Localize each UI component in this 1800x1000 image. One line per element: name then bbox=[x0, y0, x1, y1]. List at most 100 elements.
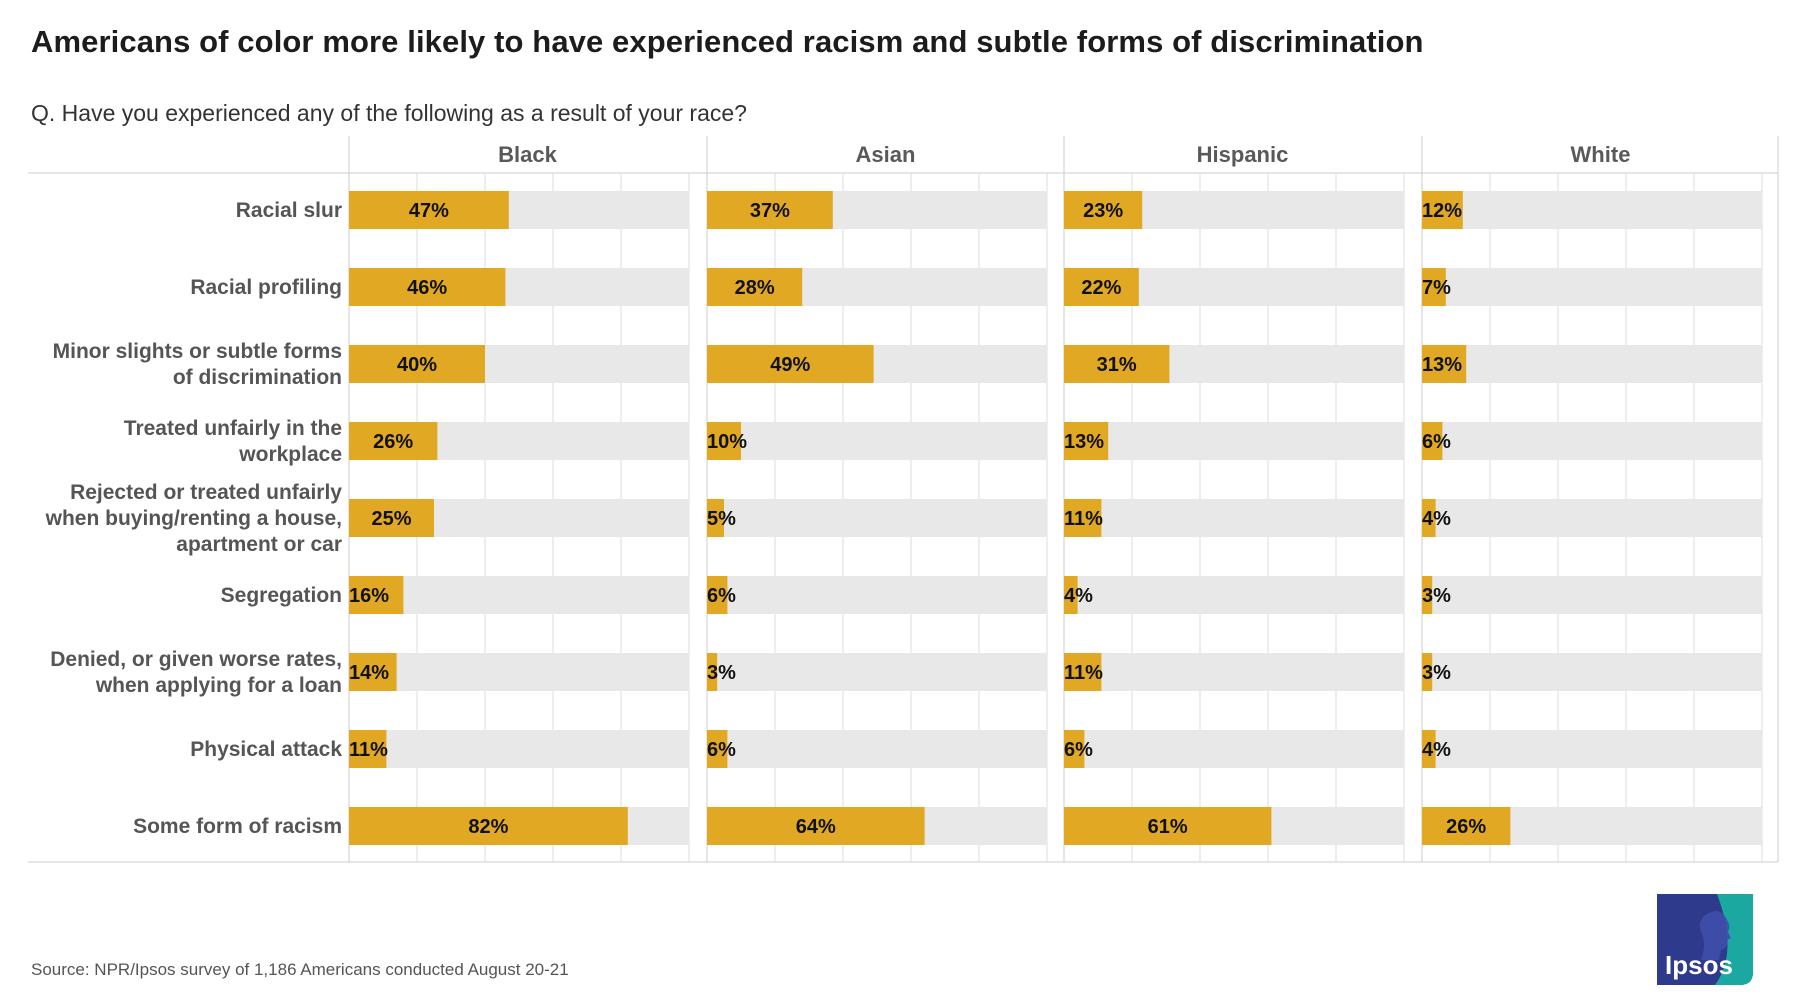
bar-hispanic bbox=[1064, 653, 1102, 691]
data-label: 26% bbox=[1446, 816, 1486, 838]
data-label: 4% bbox=[1064, 585, 1093, 607]
data-label: 13% bbox=[1064, 431, 1104, 453]
bar-black bbox=[349, 345, 485, 383]
bar-white bbox=[1422, 345, 1467, 383]
source-note: Source: NPR/Ipsos survey of 1,186 Americ… bbox=[31, 960, 569, 979]
row-label: apartment or car bbox=[176, 533, 342, 556]
bar-white bbox=[1422, 576, 1433, 614]
row-label: Minor slights or subtle forms bbox=[53, 340, 342, 363]
bar-black bbox=[349, 268, 506, 306]
row-label: Rejected or treated unfairly bbox=[70, 481, 342, 504]
bar-asian bbox=[707, 268, 803, 306]
bar-hispanic bbox=[1064, 499, 1102, 537]
data-label: 14% bbox=[349, 662, 389, 684]
data-label: 11% bbox=[1064, 508, 1103, 530]
row-label: of discrimination bbox=[173, 366, 342, 389]
bar-hispanic bbox=[1064, 345, 1170, 383]
bar-white bbox=[1422, 191, 1463, 229]
data-label: 26% bbox=[373, 431, 413, 453]
data-label: 82% bbox=[468, 816, 508, 838]
row-label: Treated unfairly in the bbox=[124, 417, 342, 440]
row-label: when applying for a loan bbox=[95, 674, 342, 697]
bar-asian bbox=[707, 730, 728, 768]
data-label: 3% bbox=[1422, 585, 1451, 607]
bar-black bbox=[349, 499, 434, 537]
data-label: 49% bbox=[770, 354, 810, 376]
bar-track bbox=[1422, 499, 1762, 537]
bar-asian bbox=[707, 653, 718, 691]
data-label: 13% bbox=[1422, 354, 1462, 376]
panel-header-white: White bbox=[1571, 142, 1631, 167]
bar-black bbox=[349, 422, 438, 460]
bar-black bbox=[349, 807, 628, 845]
bar-asian bbox=[707, 499, 724, 537]
bar-hispanic bbox=[1064, 268, 1139, 306]
data-label: 12% bbox=[1422, 200, 1462, 222]
data-label: 11% bbox=[349, 739, 388, 761]
data-label: 28% bbox=[735, 277, 775, 299]
data-label: 5% bbox=[707, 508, 736, 530]
bar-track bbox=[349, 730, 689, 768]
bar-asian bbox=[707, 576, 728, 614]
data-label: 4% bbox=[1422, 508, 1451, 530]
bar-track bbox=[1422, 268, 1762, 306]
bar-track bbox=[707, 730, 1047, 768]
bar-black bbox=[349, 191, 509, 229]
row-label: Some form of racism bbox=[133, 815, 342, 838]
row-label: Denied, or given worse rates, bbox=[50, 648, 342, 671]
row-label: Physical attack bbox=[190, 738, 342, 761]
bar-track bbox=[1064, 576, 1404, 614]
data-label: 22% bbox=[1081, 277, 1121, 299]
data-label: 16% bbox=[349, 585, 389, 607]
data-label: 47% bbox=[409, 200, 449, 222]
chart-area: Black 47% 46% 40% 26% 25% 16% 14% 11% 82% Asian 37%… bbox=[28, 136, 1779, 863]
bar-white bbox=[1422, 268, 1446, 306]
bar-track bbox=[1422, 345, 1762, 383]
bar-hispanic bbox=[1064, 807, 1272, 845]
bar-track bbox=[1064, 653, 1404, 691]
data-label: 4% bbox=[1422, 739, 1451, 761]
logo-wordmark: Ipsos bbox=[1665, 950, 1733, 980]
data-label: 37% bbox=[750, 200, 790, 222]
panel-header-black: Black bbox=[498, 142, 557, 167]
panel-header-asian: Asian bbox=[856, 142, 916, 167]
row-label: workplace bbox=[238, 443, 342, 466]
data-label: 25% bbox=[371, 508, 411, 530]
bar-asian bbox=[707, 191, 833, 229]
bar-asian bbox=[707, 807, 925, 845]
bar-track bbox=[1422, 422, 1762, 460]
bar-black bbox=[349, 730, 387, 768]
data-label: 31% bbox=[1097, 354, 1137, 376]
bar-track bbox=[1064, 730, 1404, 768]
panel-header-hispanic: Hispanic bbox=[1197, 142, 1289, 167]
chart-title: Americans of color more likely to have e… bbox=[31, 24, 1424, 59]
data-label: 7% bbox=[1422, 277, 1451, 299]
bar-black bbox=[349, 653, 397, 691]
data-label: 6% bbox=[707, 739, 736, 761]
bar-hispanic bbox=[1064, 576, 1078, 614]
bar-black bbox=[349, 576, 404, 614]
bar-track bbox=[1064, 499, 1404, 537]
data-label: 3% bbox=[1422, 662, 1451, 684]
bar-track bbox=[1422, 730, 1762, 768]
bar-track bbox=[1422, 576, 1762, 614]
bar-white bbox=[1422, 653, 1433, 691]
bar-white bbox=[1422, 499, 1436, 537]
bar-asian bbox=[707, 345, 874, 383]
data-label: 46% bbox=[407, 277, 447, 299]
data-label: 6% bbox=[1422, 431, 1451, 453]
bar-hispanic bbox=[1064, 730, 1085, 768]
data-label: 11% bbox=[1064, 662, 1103, 684]
data-label: 10% bbox=[707, 431, 747, 453]
bar-track bbox=[349, 576, 689, 614]
bar-hispanic bbox=[1064, 422, 1109, 460]
data-label: 6% bbox=[1064, 739, 1093, 761]
data-label: 6% bbox=[707, 585, 736, 607]
bar-track bbox=[1422, 191, 1762, 229]
ipsos-logo: Ipsos bbox=[1657, 894, 1753, 985]
bar-track bbox=[1064, 422, 1404, 460]
bar-track bbox=[707, 422, 1047, 460]
bar-track bbox=[707, 499, 1047, 537]
bar-track bbox=[349, 653, 689, 691]
bar-track bbox=[707, 576, 1047, 614]
